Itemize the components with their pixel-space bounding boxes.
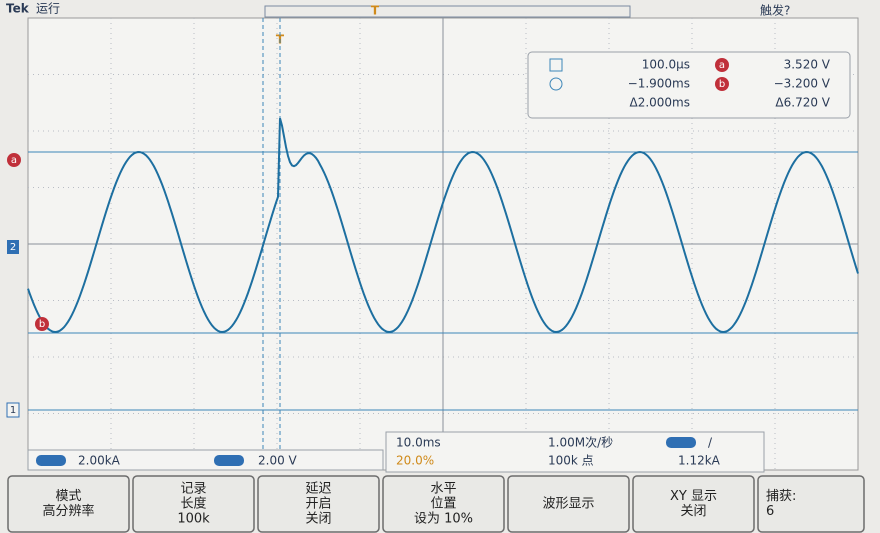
readout-a-label: a bbox=[719, 60, 725, 71]
readout-b-label: b bbox=[719, 79, 725, 90]
volt-delta: Δ6.720 V bbox=[775, 96, 830, 110]
ch2-marker-label: 2 bbox=[10, 242, 16, 253]
ch1-badge bbox=[36, 455, 66, 466]
trig-badge bbox=[666, 437, 696, 448]
menu-label: 波形显示 bbox=[542, 497, 594, 512]
ch2-scale: 2.00 V bbox=[258, 454, 298, 468]
record-length: 100k 点 bbox=[548, 454, 594, 468]
brand: Tek bbox=[6, 2, 30, 16]
menu-label: 开启 bbox=[305, 497, 331, 512]
menu-label: 捕获: bbox=[766, 488, 796, 504]
menu-label: 100k bbox=[177, 512, 210, 527]
menu-label: 高分辨率 bbox=[42, 503, 94, 519]
menu-label: 关闭 bbox=[680, 504, 706, 519]
menu-label: 关闭 bbox=[305, 512, 331, 527]
marker-a-label: a bbox=[11, 155, 17, 166]
menu-label: 6 bbox=[766, 504, 774, 519]
run-status: 运行 bbox=[36, 2, 60, 16]
trigger-level: 1.12kA bbox=[678, 454, 721, 468]
menu-label: XY 显示 bbox=[670, 489, 717, 504]
time-scale: 10.0ms bbox=[396, 436, 441, 450]
menu-label: 模式 bbox=[55, 489, 81, 504]
menu-label: 位置 bbox=[430, 497, 456, 512]
volt-b: −3.200 V bbox=[774, 77, 831, 91]
sample-rate: 1.00M次/秒 bbox=[548, 436, 613, 450]
trigger-position: T bbox=[371, 4, 380, 18]
h-position: 20.0% bbox=[396, 454, 434, 468]
time-b: −1.900ms bbox=[628, 77, 690, 91]
menu-label: 记录 bbox=[180, 482, 206, 497]
scope-screen: Tek 运行 触发? T T a b 2 1 100.0µs −1.900ms … bbox=[0, 0, 880, 533]
ch2-badge bbox=[214, 455, 244, 466]
menu-label: 延迟 bbox=[305, 482, 331, 497]
ch1-marker-label: 1 bbox=[10, 405, 16, 416]
time-delta: Δ2.000ms bbox=[629, 96, 690, 110]
menu-label: 水平 bbox=[430, 482, 456, 497]
ch1-scale: 2.00kA bbox=[78, 454, 121, 468]
trigger-state: 触发? bbox=[760, 3, 790, 18]
time-a: 100.0µs bbox=[642, 58, 690, 72]
marker-b-label: b bbox=[39, 319, 45, 330]
menu-label: 设为 10% bbox=[414, 512, 473, 527]
volt-a: 3.520 V bbox=[784, 58, 831, 72]
display: Tek 运行 触发? T T a b 2 1 100.0µs −1.900ms … bbox=[0, 0, 880, 533]
menu-label: 长度 bbox=[180, 496, 206, 512]
